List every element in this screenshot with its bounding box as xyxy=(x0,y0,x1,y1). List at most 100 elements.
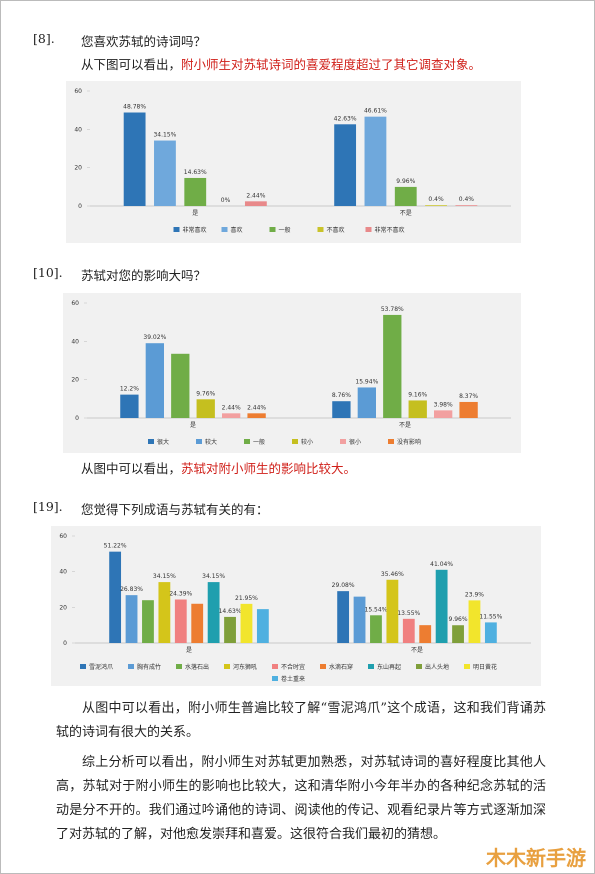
value-label: 26.83% xyxy=(120,586,143,593)
bar xyxy=(174,599,187,643)
bar xyxy=(370,615,382,643)
value-label: 34.15% xyxy=(153,132,176,139)
value-label: 24.39% xyxy=(169,591,192,598)
y-tick-label: 60 xyxy=(74,88,82,95)
bar xyxy=(184,177,207,206)
bar xyxy=(244,201,267,206)
bar xyxy=(142,600,154,643)
value-label: 41.04% xyxy=(430,561,453,568)
value-label: 53.78% xyxy=(381,306,404,313)
legend-swatch xyxy=(269,227,276,232)
legend-label: 很大 xyxy=(157,438,169,446)
legend-swatch xyxy=(272,676,278,681)
bar-chart: 0 20 40 60 是 51.22% 26.83% 34.15% 24.39% 34.15% 14… xyxy=(51,526,541,686)
value-label: 29.08% xyxy=(332,582,355,589)
bar xyxy=(408,400,427,418)
value-label: 0.4% xyxy=(459,196,475,203)
legend-swatch xyxy=(368,664,374,669)
legend-label: 一般 xyxy=(279,226,291,234)
value-label: 8.76% xyxy=(332,392,351,399)
bar xyxy=(158,582,171,643)
x-tick-label: 是 xyxy=(190,422,196,429)
legend-label: 不喜欢 xyxy=(327,226,345,234)
q-number: [10]. xyxy=(33,265,63,280)
legend-label: 河东狮吼 xyxy=(233,663,257,671)
value-label: 51.22% xyxy=(104,543,127,550)
legend-label: 卷土重来 xyxy=(281,675,305,683)
paragraph: 综上分析可以看出，附小师生对苏轼更加熟悉，对苏轼诗词的喜好程度比其他人高，苏轼对… xyxy=(56,755,546,842)
y-tick-label: 20 xyxy=(59,604,67,611)
legend-label: 水落石出 xyxy=(185,663,209,671)
bar xyxy=(364,116,387,206)
value-label: 14.63% xyxy=(184,169,207,176)
bar xyxy=(224,616,236,643)
legend-label: 一般 xyxy=(253,438,265,446)
bar xyxy=(402,618,415,643)
y-tick-label: 60 xyxy=(59,533,67,540)
y-tick-label: 40 xyxy=(71,338,79,345)
x-tick-label: 不是 xyxy=(399,422,411,429)
bar xyxy=(191,603,204,643)
bar xyxy=(145,343,164,418)
value-label: 9.76% xyxy=(196,390,215,397)
bar xyxy=(332,401,351,418)
question: 您觉得下列成语与苏轼有关的有： xyxy=(81,502,269,517)
legend-swatch xyxy=(416,664,422,669)
finding-highlight: 苏轼对附小师生的影响比较大。 xyxy=(181,461,357,476)
value-label: 42.63% xyxy=(334,115,357,122)
x-tick-label: 不是 xyxy=(400,210,412,217)
value-label: 34.15% xyxy=(153,573,176,580)
bar xyxy=(468,600,481,643)
x-tick-label: 是 xyxy=(192,210,198,217)
bar xyxy=(455,205,478,206)
value-label: 46.61% xyxy=(364,108,387,115)
watermark: 木木新手游 xyxy=(486,846,586,870)
bar xyxy=(240,603,253,643)
y-tick-label: 0 xyxy=(63,640,67,647)
y-tick-label: 20 xyxy=(71,377,79,384)
value-label: 15.54% xyxy=(365,606,388,613)
legend-swatch xyxy=(148,439,154,444)
bar xyxy=(357,387,376,418)
legend-swatch xyxy=(173,227,180,232)
bar xyxy=(425,205,447,206)
bar xyxy=(171,353,190,418)
value-label: 0% xyxy=(221,197,231,204)
legend-swatch xyxy=(80,664,86,669)
value-label: 12.2% xyxy=(120,386,139,393)
bar xyxy=(394,186,417,206)
legend-swatch xyxy=(340,439,346,444)
legend-swatch xyxy=(221,227,228,232)
y-tick-label: 60 xyxy=(71,300,79,307)
bar xyxy=(452,625,464,643)
value-label: 9.96% xyxy=(396,178,415,185)
bar xyxy=(109,551,122,643)
y-tick-label: 40 xyxy=(74,126,82,133)
value-label: 35.46% xyxy=(381,571,404,578)
legend-swatch xyxy=(128,664,134,669)
bar-chart: 0 20 40 60 是 12.2% 39.02% 9.76% 2.44% 2.44% 不是 8.76… xyxy=(63,293,521,453)
x-tick-label: 是 xyxy=(186,647,192,654)
legend-label: 不合时宜 xyxy=(281,663,305,671)
q-number: [8]. xyxy=(33,31,55,46)
value-label: 48.78% xyxy=(123,104,146,111)
legend-swatch xyxy=(388,439,394,444)
legend-swatch xyxy=(464,664,470,669)
finding: 从图中可以看出，苏轼对附小师生的影响比较大。 xyxy=(81,458,356,477)
value-label: 9.16% xyxy=(408,391,427,398)
y-tick-label: 40 xyxy=(59,569,67,576)
y-tick-label: 0 xyxy=(78,203,82,210)
value-label: 0.4% xyxy=(428,196,444,203)
legend-label: 水滴石穿 xyxy=(329,663,353,671)
value-label: 34.15% xyxy=(202,573,225,580)
value-label: 2.44% xyxy=(247,404,266,411)
legend-swatch xyxy=(317,227,324,232)
bar xyxy=(419,625,432,643)
value-label: 3.98% xyxy=(434,401,453,408)
bar xyxy=(222,413,241,418)
paragraph: 从图中可以看出，附小师生普遍比较了解“雪泥鸿爪”这个成语，这和我们背诵苏轼的诗词… xyxy=(56,701,546,740)
value-label: 2.44% xyxy=(222,404,241,411)
legend-swatch xyxy=(320,664,326,669)
value-label: 11.55% xyxy=(479,613,502,620)
legend-label: 非常喜欢 xyxy=(183,226,207,234)
